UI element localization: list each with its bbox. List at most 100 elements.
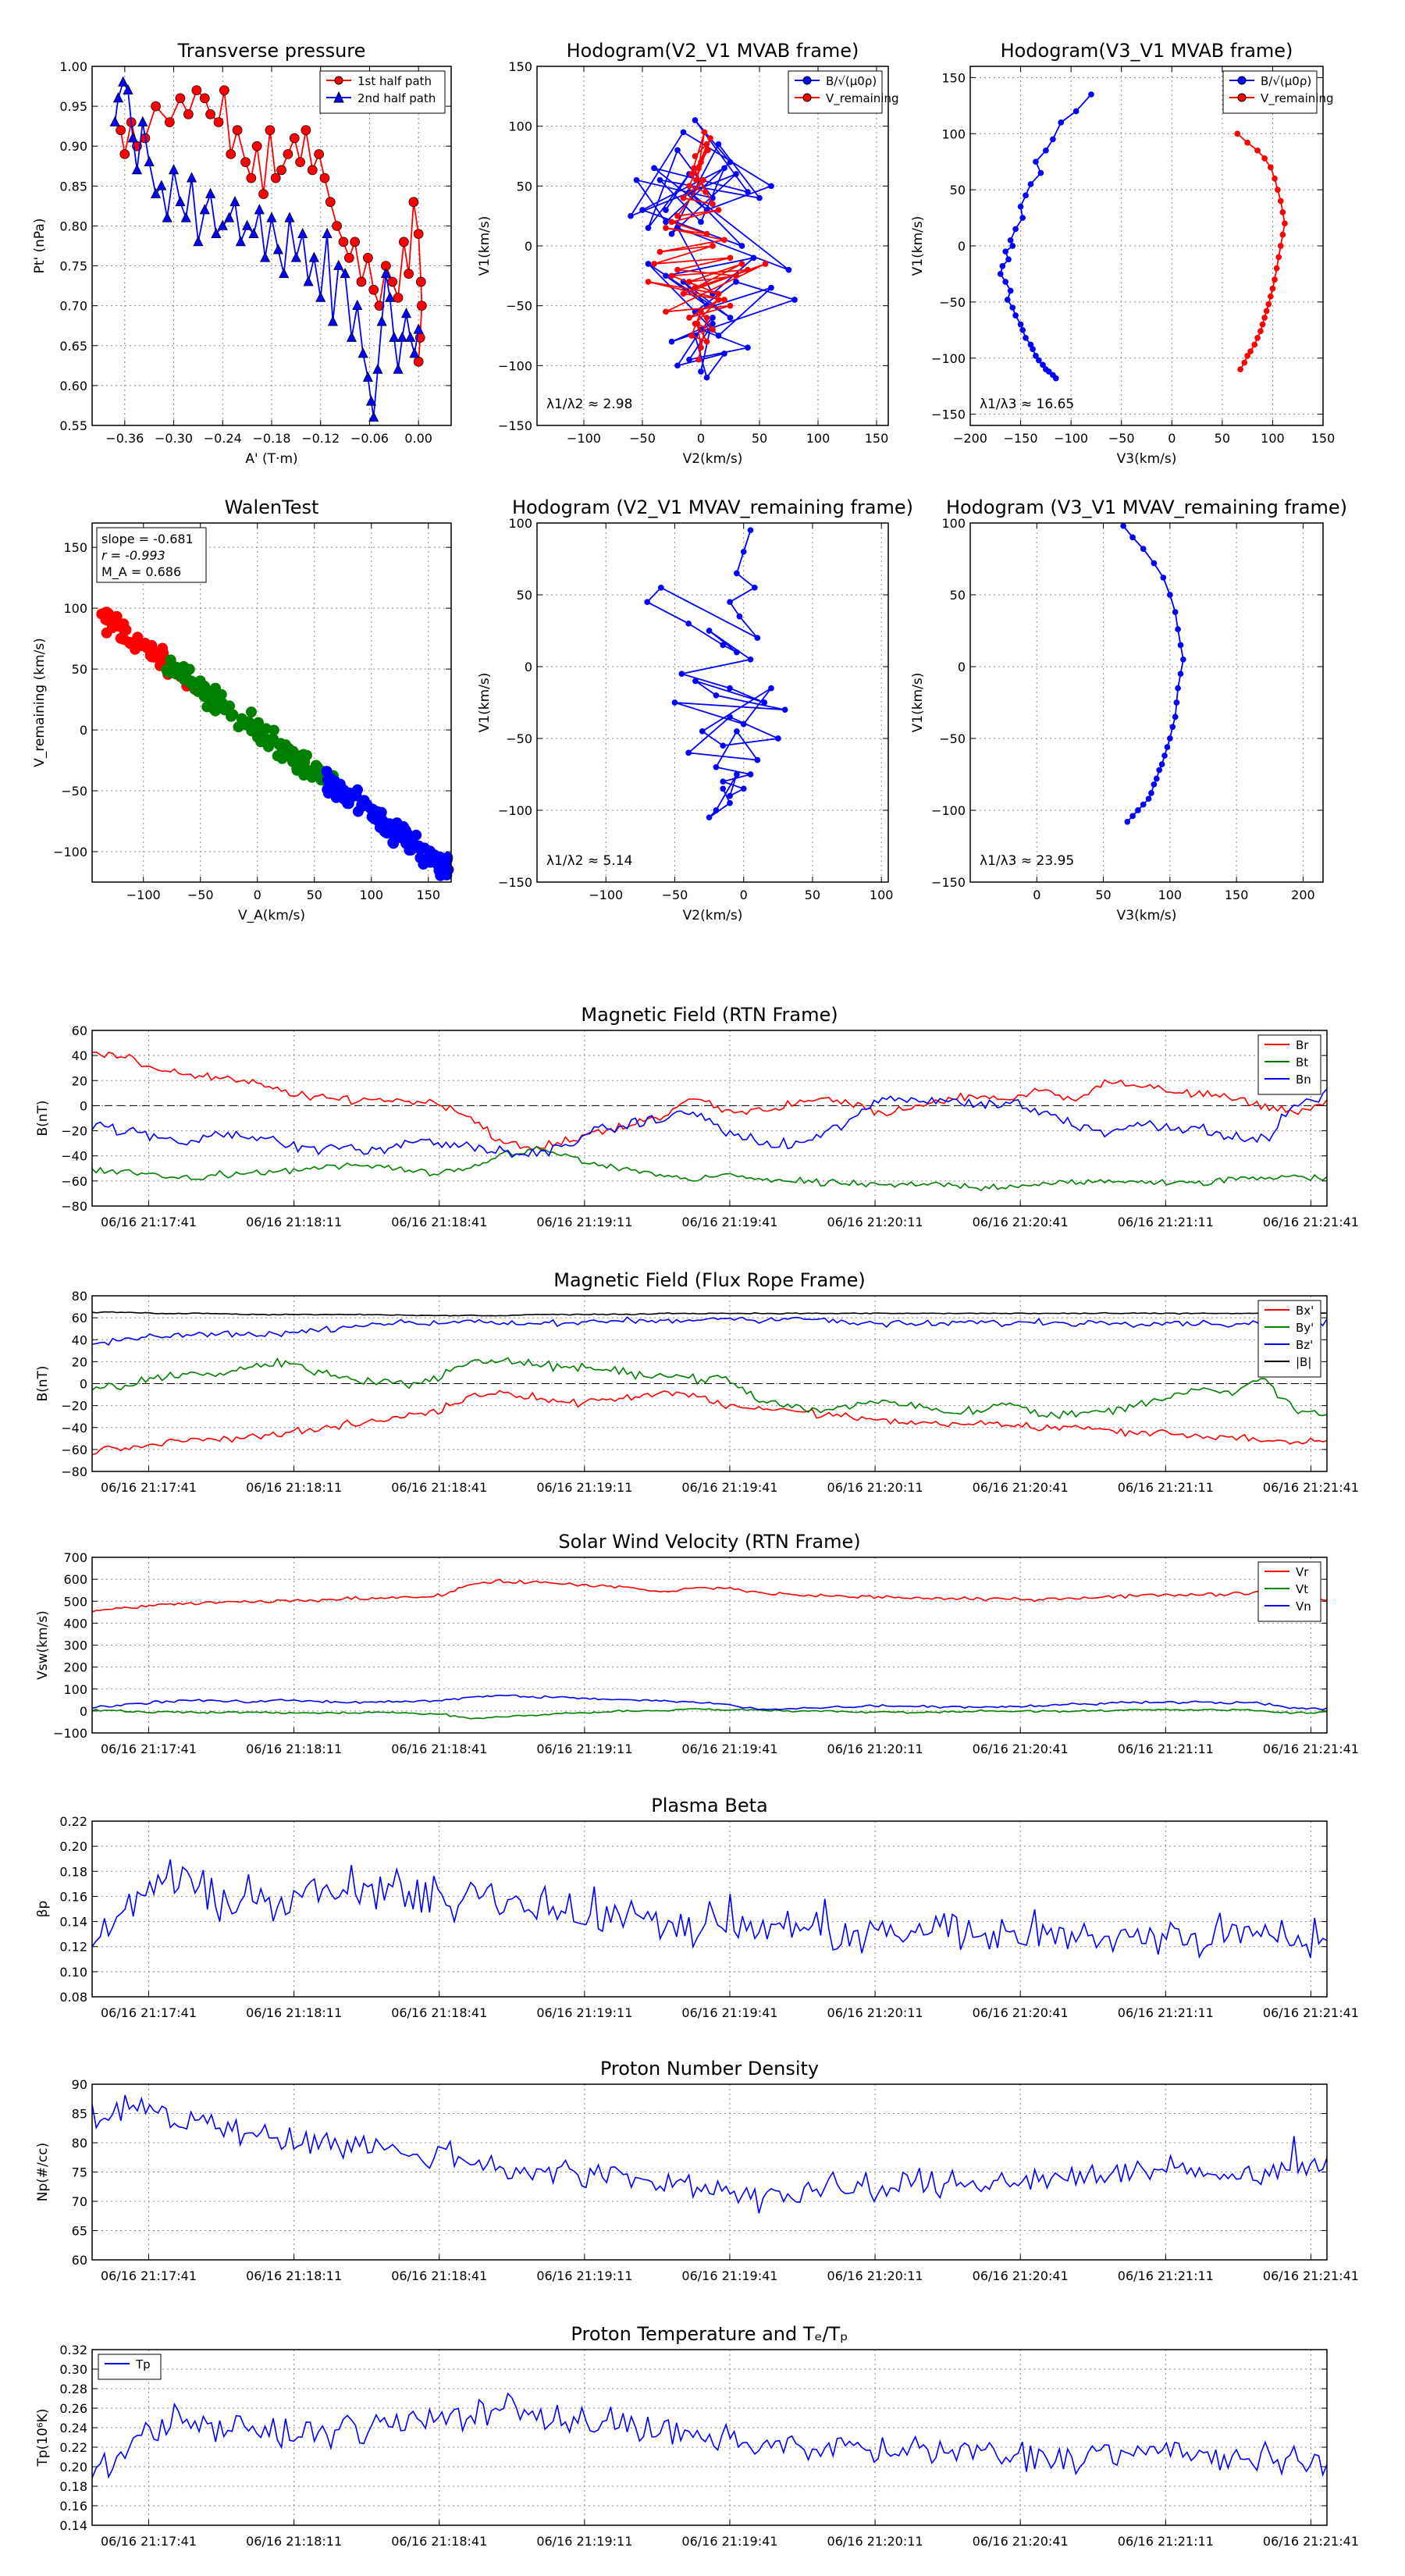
data-point — [721, 237, 727, 244]
data-point — [127, 132, 138, 143]
ytick-label: −100 — [931, 803, 966, 818]
data-point — [1009, 304, 1016, 311]
data-point — [265, 125, 276, 136]
data-point — [308, 251, 319, 262]
data-point — [656, 176, 663, 183]
xtick-label: 06/16 21:21:41 — [1263, 1215, 1359, 1229]
data-point — [165, 654, 176, 666]
data-point — [703, 374, 710, 381]
data-point — [376, 315, 387, 326]
data-point — [405, 837, 417, 849]
data-point — [703, 338, 710, 345]
ytick-label: 0 — [958, 660, 966, 674]
ytick-label: 0.24 — [59, 2421, 87, 2435]
data-point — [680, 129, 687, 136]
plot-frame — [91, 2349, 1328, 2526]
data-point — [1279, 209, 1286, 215]
data-point — [727, 302, 734, 309]
eigenvalue-ratio: λ1/λ2 ≈ 2.98 — [546, 397, 632, 412]
data-point — [1148, 790, 1154, 796]
stats-box — [96, 527, 207, 583]
y-axis-label: V_remaining (km/s) — [32, 638, 48, 767]
data-point — [321, 766, 333, 777]
data-point — [1247, 348, 1254, 354]
ytick-label: −80 — [61, 1199, 87, 1214]
data-point — [101, 627, 112, 639]
xtick-label: 06/16 21:19:41 — [681, 2534, 777, 2549]
ytick-label: 150 — [508, 59, 532, 74]
data-point — [674, 362, 681, 369]
data-point — [657, 584, 664, 591]
data-point — [260, 251, 271, 262]
ytick-label: −150 — [498, 418, 532, 433]
data-point — [686, 183, 692, 190]
data-point — [721, 350, 727, 357]
legend: Tp — [98, 2354, 162, 2380]
data-point — [703, 315, 710, 321]
data-point — [1244, 353, 1250, 359]
legend-label: Bn — [1296, 1073, 1311, 1087]
xtick-label: 06/16 21:18:41 — [391, 1215, 487, 1229]
data-point — [1023, 335, 1029, 341]
data-point — [1272, 175, 1278, 182]
xtick-label: 06/16 21:17:41 — [101, 2534, 197, 2549]
data-point — [698, 219, 704, 226]
data-point — [213, 117, 224, 127]
data-point — [1012, 312, 1019, 318]
data-point — [219, 85, 229, 96]
xtick-label: 06/16 21:19:41 — [681, 1215, 777, 1229]
ytick-label: 100 — [508, 516, 532, 531]
data-point — [738, 243, 745, 249]
data-point — [1052, 375, 1059, 382]
data-point — [164, 117, 175, 127]
legend-label: Vt — [1296, 1582, 1308, 1596]
xtick-label: −200 — [953, 431, 987, 446]
data-point — [1273, 265, 1280, 272]
x-axis-label: V3(km/s) — [1117, 908, 1177, 923]
data-point — [284, 212, 295, 222]
data-point — [768, 685, 774, 692]
xtick-label: −100 — [567, 431, 601, 446]
xtick-label: −150 — [1004, 431, 1038, 446]
data-point — [1172, 713, 1179, 720]
data-point — [710, 243, 716, 249]
xtick-label: 06/16 21:19:41 — [681, 1742, 777, 1756]
data-point — [686, 279, 692, 285]
data-point — [240, 719, 252, 731]
plot-frame — [91, 66, 452, 426]
legend-box — [1257, 1300, 1321, 1378]
chart-proton-number-density: Proton Number Density 60 65 70 75 80 85 90 06/16… — [35, 2058, 1359, 2283]
ytick-label: 0.12 — [59, 1940, 87, 1955]
data-point — [357, 347, 368, 358]
legend: Bx' By' Bz' |B| — [1257, 1300, 1321, 1378]
xtick-label: 06/16 21:18:11 — [246, 2005, 342, 2020]
data-point — [705, 147, 711, 154]
data-point — [745, 266, 751, 273]
data-point — [1282, 220, 1288, 227]
legend-label: Vn — [1296, 1599, 1311, 1614]
data-point — [720, 642, 727, 649]
xtick-label: 06/16 21:21:11 — [1118, 2005, 1214, 2020]
xtick-label: 50 — [805, 888, 820, 902]
data-point — [385, 291, 396, 302]
data-point — [254, 204, 265, 215]
data-point — [715, 207, 722, 213]
series-line — [91, 1311, 1328, 1317]
xtick-label: 06/16 21:20:11 — [827, 1215, 923, 1229]
xtick-label: −100 — [589, 888, 623, 902]
legend-marker — [802, 76, 812, 85]
eigenvalue-ratio: λ1/λ2 ≈ 5.14 — [546, 853, 632, 869]
xtick-label: −0.12 — [301, 431, 340, 446]
data-point — [319, 173, 330, 183]
x-axis-label: V3(km/s) — [1117, 451, 1177, 467]
data-point — [693, 176, 699, 183]
data-point — [1151, 560, 1158, 567]
ytick-label: −100 — [498, 358, 532, 373]
xtick-label: 06/16 21:20:11 — [827, 1480, 923, 1495]
ytick-label: −60 — [61, 1443, 87, 1457]
xtick-label: 06/16 21:20:11 — [827, 2534, 923, 2549]
series-line — [91, 2392, 1328, 2479]
data-point — [1072, 108, 1080, 115]
legend-label: Tp — [135, 2357, 151, 2371]
data-point — [240, 157, 251, 168]
